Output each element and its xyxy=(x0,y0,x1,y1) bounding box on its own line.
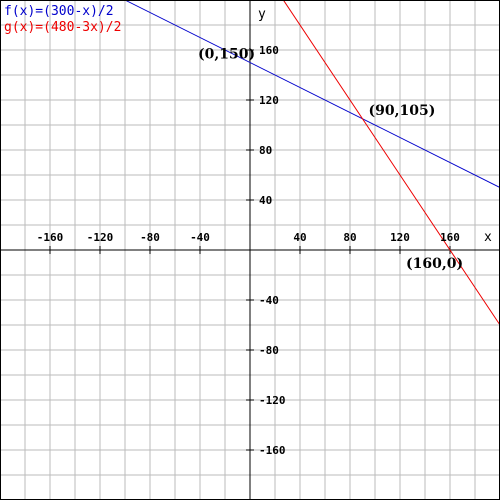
y-tick-label: -40 xyxy=(259,294,279,307)
series-line xyxy=(123,0,500,188)
plot-area xyxy=(123,0,500,326)
x-axis-label: x xyxy=(484,230,492,245)
y-tick-label: 120 xyxy=(259,94,279,107)
x-tick-label: 160 xyxy=(440,231,460,244)
x-tick-label: -160 xyxy=(37,231,64,244)
annotation: (160,0) xyxy=(406,256,463,272)
x-tick-label: -40 xyxy=(190,231,210,244)
x-tick-label: 40 xyxy=(293,231,306,244)
x-tick-label: -120 xyxy=(87,231,114,244)
x-tick-label: 120 xyxy=(390,231,410,244)
y-tick-label: -80 xyxy=(259,344,279,357)
annotation: (0,150) xyxy=(198,47,255,63)
x-tick-label: 80 xyxy=(343,231,356,244)
legend-entry: f(x)=(300-x)/2 xyxy=(4,4,114,19)
y-tick-label: 160 xyxy=(259,44,279,57)
annotation: (90,105) xyxy=(369,103,436,119)
labels: -160 -120 -80 -40 40 80 120 160 -160 -120 -80 -40 40… xyxy=(4,4,492,457)
y-tick-label: 80 xyxy=(259,144,272,157)
y-tick-label: -160 xyxy=(259,444,286,457)
y-tick-label: 40 xyxy=(259,194,272,207)
x-tick-label: -80 xyxy=(140,231,160,244)
series-line xyxy=(282,0,500,326)
legend-entry: g(x)=(480-3x)/2 xyxy=(4,20,121,35)
y-tick-label: -120 xyxy=(259,394,286,407)
y-axis-label: y xyxy=(258,7,266,22)
